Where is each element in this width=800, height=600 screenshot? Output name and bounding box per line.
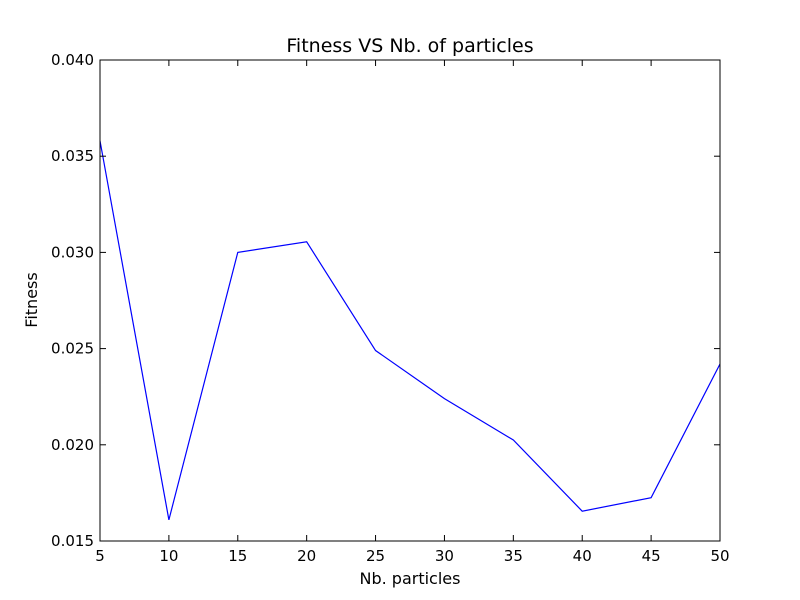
x-tick-label: 40 bbox=[573, 547, 592, 565]
y-tick-label: 0.020 bbox=[51, 436, 94, 454]
y-tick-label: 0.040 bbox=[51, 51, 94, 69]
y-axis-label: Fitness bbox=[22, 272, 41, 327]
plot-frame bbox=[99, 59, 721, 542]
x-tick-label: 20 bbox=[297, 547, 316, 565]
x-tick-label: 35 bbox=[504, 547, 523, 565]
plot-area bbox=[99, 59, 721, 542]
x-tick-label: 30 bbox=[435, 547, 454, 565]
y-tick-label: 0.015 bbox=[51, 532, 94, 550]
x-tick-label: 25 bbox=[366, 547, 385, 565]
y-tick-label: 0.030 bbox=[51, 243, 94, 261]
x-tick-label: 45 bbox=[642, 547, 661, 565]
y-axis: 0.015 0.020 0.025 0.030 0.035 0.040 bbox=[51, 51, 720, 550]
plot-background bbox=[100, 60, 720, 541]
y-tick-label: 0.025 bbox=[51, 340, 94, 358]
series-line bbox=[99, 140, 721, 520]
x-tick-label: 50 bbox=[710, 547, 729, 565]
chart-title: Fitness VS Nb. of particles bbox=[286, 35, 533, 57]
x-tick-label: 5 bbox=[95, 547, 105, 565]
x-tick-label: 10 bbox=[159, 547, 178, 565]
x-tick-label: 15 bbox=[228, 547, 247, 565]
x-axis: 5 10 15 20 25 30 35 40 45 50 bbox=[95, 60, 730, 565]
x-axis-label: Nb. particles bbox=[360, 569, 461, 588]
y-tick-label: 0.035 bbox=[51, 147, 94, 165]
series-layer bbox=[99, 140, 721, 520]
